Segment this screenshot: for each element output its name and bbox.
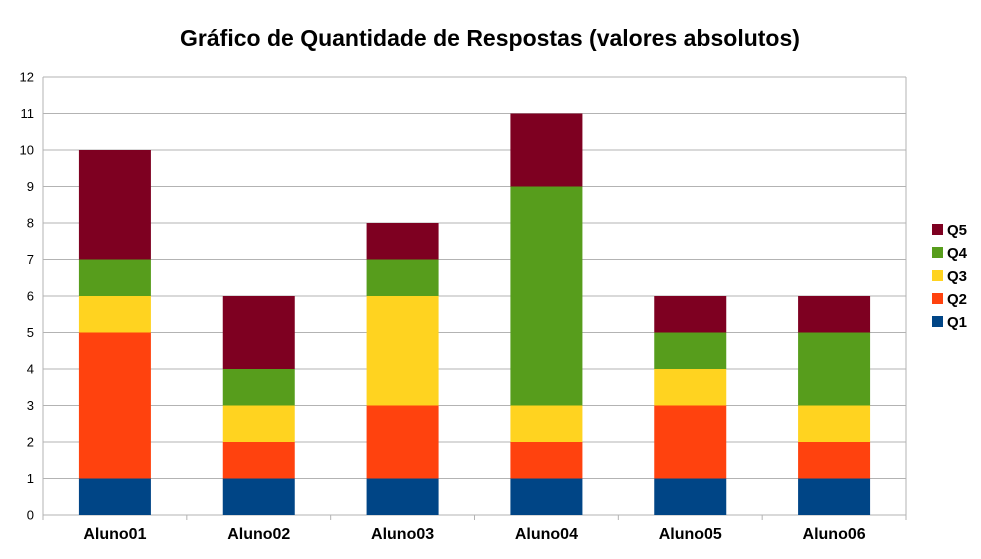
y-tick-label-10: 10 [20, 143, 34, 158]
y-tick-label-6: 6 [27, 289, 34, 304]
legend-swatch-Q4 [932, 247, 943, 258]
bar-Aluno03-Q2 [366, 405, 439, 479]
bar-Aluno01-Q4 [78, 259, 151, 296]
x-tick-label-Aluno05: Aluno05 [659, 526, 722, 543]
y-tick-label-12: 12 [20, 70, 34, 85]
x-tick-label-Aluno03: Aluno03 [371, 526, 434, 543]
y-tick-label-0: 0 [27, 508, 34, 523]
bar-Aluno06-Q2 [798, 442, 871, 479]
bar-Aluno05-Q2 [654, 405, 727, 479]
legend-swatch-Q2 [932, 293, 943, 304]
y-tick-label-3: 3 [27, 398, 34, 413]
bar-Aluno06-Q1 [798, 478, 871, 515]
bar-Aluno05-Q3 [654, 369, 727, 406]
legend-label-Q1: Q1 [947, 314, 967, 331]
y-tick-label-8: 8 [27, 216, 34, 231]
bar-Aluno02-Q5 [222, 296, 295, 369]
y-tick-label-2: 2 [27, 435, 34, 450]
bar-Aluno04-Q2 [510, 442, 583, 479]
bar-Aluno02-Q3 [222, 405, 295, 442]
bar-Aluno03-Q3 [366, 296, 439, 406]
x-tick-label-Aluno06: Aluno06 [803, 526, 866, 543]
bar-Aluno01-Q1 [78, 478, 151, 515]
legend-label-Q3: Q3 [947, 268, 967, 285]
y-tick-label-4: 4 [27, 362, 34, 377]
bar-Aluno06-Q4 [798, 332, 871, 406]
bar-Aluno03-Q4 [366, 259, 439, 296]
bar-Aluno02-Q4 [222, 369, 295, 406]
x-tick-label-Aluno02: Aluno02 [227, 526, 290, 543]
y-tick-label-9: 9 [27, 179, 34, 194]
y-tick-label-7: 7 [27, 252, 34, 267]
bar-Aluno03-Q1 [366, 478, 439, 515]
y-tick-label-1: 1 [27, 471, 34, 486]
legend-label-Q2: Q2 [947, 291, 967, 308]
bar-Aluno06-Q3 [798, 405, 871, 442]
y-tick-label-5: 5 [27, 325, 34, 340]
bar-Aluno02-Q1 [222, 478, 295, 515]
bar-Aluno04-Q3 [510, 405, 583, 442]
bar-Aluno04-Q5 [510, 113, 583, 187]
bar-Aluno02-Q2 [222, 442, 295, 479]
bar-Aluno05-Q4 [654, 332, 727, 369]
bar-Aluno03-Q5 [366, 223, 439, 260]
y-tick-label-11: 11 [21, 106, 35, 121]
bar-Aluno04-Q4 [510, 186, 583, 406]
bar-Aluno04-Q1 [510, 478, 583, 515]
chart-title: Gráfico de Quantidade de Respostas (valo… [180, 25, 800, 51]
bar-Aluno01-Q5 [78, 150, 151, 260]
bars [78, 113, 871, 515]
x-tick-label-Aluno01: Aluno01 [83, 526, 146, 543]
bar-Aluno01-Q2 [78, 332, 151, 479]
legend-swatch-Q5 [932, 224, 943, 235]
gridlines [42, 76, 907, 516]
legend-label-Q4: Q4 [947, 245, 968, 262]
bar-Aluno05-Q1 [654, 478, 727, 515]
bar-Aluno01-Q3 [78, 296, 151, 333]
legend-swatch-Q3 [932, 270, 943, 281]
legend-swatch-Q1 [932, 316, 943, 327]
legend-label-Q5: Q5 [947, 222, 967, 239]
bar-Aluno06-Q5 [798, 296, 871, 333]
x-tick-label-Aluno04: Aluno04 [515, 526, 578, 543]
legend: Q5 Q4 Q3 Q2 Q1 [932, 222, 968, 331]
bar-Aluno05-Q5 [654, 296, 727, 333]
